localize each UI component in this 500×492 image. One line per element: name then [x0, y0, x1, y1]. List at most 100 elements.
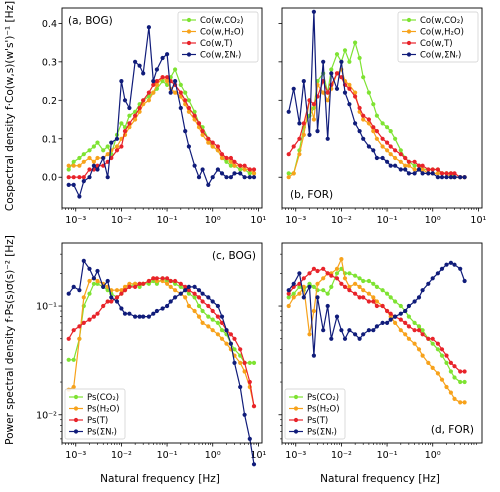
data-point — [393, 320, 398, 325]
data-point — [357, 276, 362, 281]
data-point — [114, 144, 120, 149]
data-point — [334, 71, 340, 76]
data-point — [353, 332, 358, 337]
data-point — [71, 328, 76, 333]
data-point — [196, 314, 202, 319]
data-point — [444, 262, 449, 267]
data-point — [398, 303, 403, 309]
data-point — [141, 281, 146, 286]
data-point — [238, 347, 243, 352]
data-point — [251, 167, 257, 172]
data-point — [71, 284, 76, 289]
data-point — [186, 109, 191, 114]
data-point — [329, 284, 334, 289]
data-point — [406, 159, 411, 164]
data-point — [339, 75, 344, 80]
data-point — [452, 396, 457, 401]
data-point — [87, 278, 92, 284]
data-point — [403, 332, 408, 337]
data-point — [385, 291, 390, 296]
data-point — [247, 379, 252, 385]
data-point — [371, 295, 376, 300]
data-point — [388, 152, 393, 157]
data-point — [334, 271, 340, 276]
data-point — [196, 303, 202, 309]
data-point — [186, 98, 191, 103]
data-point — [388, 314, 393, 319]
data-point — [366, 90, 371, 95]
panel-label: (a, BOG) — [68, 15, 113, 27]
data-point — [160, 75, 165, 80]
data-point — [77, 336, 82, 341]
data-point — [286, 109, 291, 114]
data-point — [371, 129, 376, 134]
data-point — [146, 314, 151, 319]
data-point — [439, 353, 445, 358]
data-point — [206, 295, 211, 300]
data-point — [291, 144, 296, 149]
data-point — [406, 336, 411, 341]
data-point — [210, 317, 215, 322]
data-point — [178, 284, 183, 289]
data-point — [342, 336, 348, 341]
data-point — [398, 317, 403, 322]
legend-swatch-marker — [73, 394, 79, 400]
data-point — [133, 59, 138, 64]
data-point — [247, 171, 252, 176]
data-point — [71, 357, 76, 362]
data-point — [192, 109, 197, 114]
series-line — [288, 68, 465, 178]
data-point — [374, 113, 379, 118]
data-point — [127, 113, 132, 118]
x-tick-label: 10⁻¹ — [157, 215, 178, 226]
data-point — [215, 332, 220, 337]
x-tick-label: 10⁻² — [331, 450, 352, 461]
data-point — [215, 320, 220, 325]
legend-swatch-marker — [406, 40, 412, 46]
data-point — [420, 332, 425, 337]
data-point — [435, 347, 440, 352]
data-point — [127, 284, 132, 289]
data-point — [165, 52, 170, 57]
data-point — [374, 303, 379, 309]
data-point — [137, 105, 142, 111]
data-point — [301, 79, 306, 84]
data-point — [403, 155, 408, 161]
data-point — [301, 276, 306, 281]
data-point — [321, 59, 326, 64]
data-point — [353, 291, 358, 296]
x-tick-label: 10⁰ — [205, 450, 221, 461]
data-point — [334, 266, 340, 271]
axes-frame — [61, 242, 263, 444]
data-point — [133, 314, 138, 319]
data-point — [406, 303, 411, 309]
legend-box — [397, 11, 479, 63]
data-point — [154, 79, 159, 84]
data-point — [196, 121, 202, 126]
data-point — [137, 281, 142, 286]
data-point — [224, 155, 229, 161]
data-point — [87, 175, 92, 180]
legend-swatch-marker — [293, 417, 299, 423]
data-point — [219, 336, 225, 341]
data-point — [77, 163, 82, 168]
data-point — [178, 90, 183, 95]
data-point — [342, 276, 348, 281]
data-point — [137, 63, 142, 68]
panel-3: 10⁻³ 10⁻² 10⁻¹ 10⁰ 10¹ 10⁻² 10⁻¹ (c, BOG) Ps(CO₂… — [36, 242, 267, 467]
data-point — [219, 171, 225, 176]
data-point — [247, 175, 252, 180]
data-point — [105, 299, 110, 304]
data-point — [444, 175, 449, 180]
data-point — [238, 167, 243, 172]
legend-swatch-marker — [186, 52, 192, 57]
data-point — [119, 306, 124, 311]
x-tick-label: 10⁻² — [111, 215, 132, 226]
data-point — [301, 295, 306, 300]
data-point — [439, 171, 445, 176]
data-point — [232, 159, 237, 164]
y-tick-label: 0.3 — [42, 57, 57, 68]
data-point — [95, 311, 100, 316]
data-point — [380, 320, 385, 325]
